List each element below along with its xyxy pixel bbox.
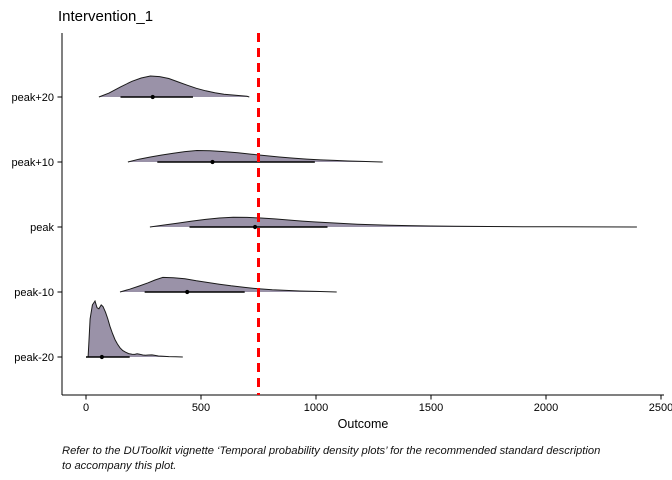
y-tick-label: peak+20 bbox=[11, 92, 54, 104]
ridgeline-plot: Intervention_1 0 500 1000 1500 2000 2500 peak+… bbox=[11, 8, 672, 431]
caption: Refer to the DUToolkit vignette ‘Tempora… bbox=[62, 444, 650, 474]
x-tick-label: 1000 bbox=[304, 402, 328, 414]
density-outline-peak bbox=[149, 216, 637, 228]
point-estimate-peak-10 bbox=[185, 289, 190, 295]
density-outline-peak-10 bbox=[119, 276, 337, 293]
x-tick-label: 2000 bbox=[534, 402, 558, 414]
density-fill-peak-20 bbox=[88, 301, 183, 357]
density-fill-peak bbox=[149, 217, 637, 227]
x-tick-label: 500 bbox=[192, 402, 210, 414]
y-tick-label: peak-20 bbox=[14, 352, 54, 364]
plot-title: Intervention_1 bbox=[58, 8, 153, 25]
point-estimate-peak-20 bbox=[99, 354, 104, 360]
y-tick-label: peak bbox=[30, 222, 54, 234]
density-fill-peak+20 bbox=[98, 76, 250, 97]
x-tick-label: 0 bbox=[83, 402, 89, 414]
point-estimate-peak+10 bbox=[210, 159, 215, 165]
density-outline-peak-20 bbox=[87, 299, 183, 358]
point-estimate-peak+20 bbox=[150, 94, 155, 100]
density-fill-peak-10 bbox=[120, 277, 337, 292]
density-outline-peak+10 bbox=[127, 149, 383, 163]
density-outline-peak+20 bbox=[98, 75, 250, 98]
x-tick-label: 2500 bbox=[649, 402, 672, 414]
plot-area: 0 500 1000 1500 2000 2500 peak+20 peak+10 peak pe… bbox=[11, 33, 672, 414]
x-axis-title: Outcome bbox=[338, 417, 389, 431]
density-fill-peak+10 bbox=[127, 150, 383, 162]
y-tick-label: peak-10 bbox=[14, 287, 54, 299]
point-estimate-peak bbox=[252, 224, 258, 230]
caption-line-2: to accompany this plot. bbox=[62, 460, 177, 472]
caption-line-1: Refer to the DUToolkit vignette ‘Tempora… bbox=[62, 445, 601, 457]
x-tick-label: 1500 bbox=[419, 402, 443, 414]
y-tick-label: peak+10 bbox=[11, 157, 54, 169]
